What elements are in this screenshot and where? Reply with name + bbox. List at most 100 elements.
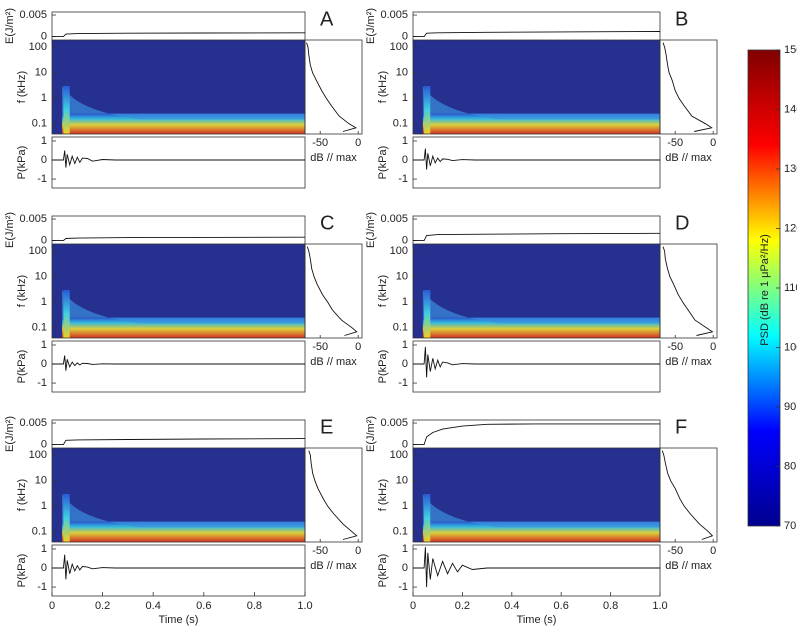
spectrum-axis-label: dB // max bbox=[310, 356, 357, 368]
colorbar-tick-label: 80 bbox=[784, 460, 796, 472]
frequency-tick-label: 100 bbox=[390, 449, 408, 461]
spectrum-tick-label: -50 bbox=[312, 341, 328, 353]
frequency-axis-label: f (kHz) bbox=[377, 71, 389, 103]
pressure-tick-label: 1 bbox=[402, 339, 408, 351]
time-tick-label: 1.0 bbox=[652, 600, 667, 612]
frequency-axis-label: f (kHz) bbox=[16, 71, 28, 103]
frequency-tick-label: 0.1 bbox=[393, 526, 408, 538]
pressure-trace bbox=[413, 547, 660, 588]
energy-tick-label: 0.005 bbox=[19, 9, 47, 21]
frequency-tick-label: 1 bbox=[41, 92, 47, 104]
energy-tick-label: 0 bbox=[402, 439, 408, 451]
spectrum-axis-label: dB // max bbox=[665, 560, 712, 572]
pressure-tick-label: 1 bbox=[402, 135, 408, 147]
spectrum-tick-label: -50 bbox=[667, 341, 683, 353]
colorbar-tick-label: 130 bbox=[784, 163, 797, 175]
energy-axes bbox=[412, 11, 661, 45]
pressure-axes bbox=[412, 136, 661, 189]
spectrum-tick-label: -50 bbox=[667, 545, 683, 557]
pressure-tick-label: 0 bbox=[402, 154, 408, 166]
energy-axis-label: E(J/m²) bbox=[4, 416, 16, 452]
time-tick-label: 0.6 bbox=[554, 600, 569, 612]
frequency-tick-label: 100 bbox=[29, 245, 47, 257]
pressure-axis-label: P(kPa) bbox=[377, 146, 389, 180]
frequency-tick-label: 0.1 bbox=[32, 118, 47, 130]
energy-tick-label: 0.005 bbox=[380, 213, 408, 225]
frequency-tick-label: 100 bbox=[390, 41, 408, 53]
energy-trace bbox=[413, 423, 660, 446]
frequency-tick-label: 100 bbox=[390, 245, 408, 257]
pressure-tick-label: -1 bbox=[37, 377, 47, 389]
energy-tick-label: 0.005 bbox=[19, 213, 47, 225]
pressure-axes bbox=[412, 340, 661, 393]
frequency-tick-label: 1 bbox=[41, 296, 47, 308]
spectrum-trace bbox=[662, 246, 714, 336]
energy-tick-label: 0 bbox=[41, 31, 47, 43]
pressure-tick-label: 1 bbox=[41, 339, 47, 351]
time-tick-label: 1.0 bbox=[297, 600, 312, 612]
pressure-tick-label: 0 bbox=[41, 562, 47, 574]
panel-label: B bbox=[675, 8, 688, 30]
colorbar-label: PSD (dB re 1 μPa²/Hz) bbox=[759, 234, 771, 345]
spectrogram-onset bbox=[424, 290, 431, 338]
frequency-tick-label: 1 bbox=[41, 500, 47, 512]
spectrum-axes bbox=[304, 243, 363, 339]
spectrum-tick-label: 0 bbox=[710, 341, 716, 353]
spectrogram-decay bbox=[62, 290, 306, 324]
energy-axes bbox=[51, 215, 306, 249]
spectrum-axes bbox=[659, 39, 718, 135]
panel-label: D bbox=[675, 212, 689, 234]
colorbar-tick-label: 100 bbox=[784, 341, 797, 353]
energy-trace bbox=[413, 232, 661, 242]
frequency-tick-label: 10 bbox=[396, 475, 408, 487]
spectrum-axis-label: dB // max bbox=[310, 560, 357, 572]
time-tick-label: 0.4 bbox=[504, 600, 519, 612]
spectrum-axis-label: dB // max bbox=[665, 152, 712, 164]
spectrogram-decay bbox=[62, 86, 306, 120]
pressure-axis-label: P(kPa) bbox=[16, 350, 28, 384]
spectrum-tick-label: -50 bbox=[312, 137, 328, 149]
pressure-axes bbox=[51, 340, 306, 393]
spectrogram-decay bbox=[62, 494, 306, 528]
colorbar bbox=[747, 49, 781, 527]
energy-tick-label: 0.005 bbox=[380, 9, 408, 21]
spectrum-axis-label: dB // max bbox=[310, 152, 357, 164]
colorbar-tick-label: 150 bbox=[784, 44, 797, 56]
panel-label: A bbox=[320, 8, 334, 30]
time-tick-label: 0.8 bbox=[603, 600, 618, 612]
pressure-axes bbox=[412, 544, 661, 597]
colorbar-tick-label: 110 bbox=[784, 282, 797, 294]
frequency-tick-label: 0.1 bbox=[32, 526, 47, 538]
spectrogram-decay bbox=[422, 86, 660, 120]
time-axis-label: Time (s) bbox=[159, 614, 199, 626]
pressure-tick-label: 1 bbox=[41, 543, 47, 555]
pressure-axis-label: P(kPa) bbox=[377, 350, 389, 384]
frequency-tick-label: 100 bbox=[29, 449, 47, 461]
pressure-tick-label: 0 bbox=[41, 154, 47, 166]
pressure-tick-label: 1 bbox=[41, 135, 47, 147]
spectrum-tick-label: 0 bbox=[710, 545, 716, 557]
pressure-trace bbox=[52, 554, 305, 580]
pressure-axes bbox=[51, 544, 306, 597]
pressure-tick-label: 0 bbox=[41, 358, 47, 370]
pressure-axes bbox=[51, 136, 306, 189]
pressure-tick-label: -1 bbox=[37, 581, 47, 593]
energy-tick-label: 0 bbox=[41, 439, 47, 451]
spectrum-trace bbox=[308, 450, 358, 540]
frequency-tick-label: 0.1 bbox=[393, 322, 408, 334]
pressure-trace bbox=[52, 150, 305, 168]
spectrogram-onset bbox=[63, 86, 70, 134]
frequency-axis-label: f (kHz) bbox=[377, 275, 389, 307]
pressure-tick-label: -1 bbox=[398, 173, 408, 185]
frequency-tick-label: 10 bbox=[396, 271, 408, 283]
spectrum-trace bbox=[661, 450, 714, 540]
energy-axis-label: E(J/m²) bbox=[365, 212, 377, 248]
frequency-tick-label: 10 bbox=[35, 475, 47, 487]
panel-label: E bbox=[320, 416, 333, 438]
energy-axes bbox=[412, 419, 661, 453]
pressure-trace bbox=[413, 346, 660, 378]
energy-tick-label: 0.005 bbox=[380, 417, 408, 429]
pressure-tick-label: 0 bbox=[402, 562, 408, 574]
frequency-tick-label: 1 bbox=[402, 296, 408, 308]
frequency-tick-label: 0.1 bbox=[32, 322, 47, 334]
